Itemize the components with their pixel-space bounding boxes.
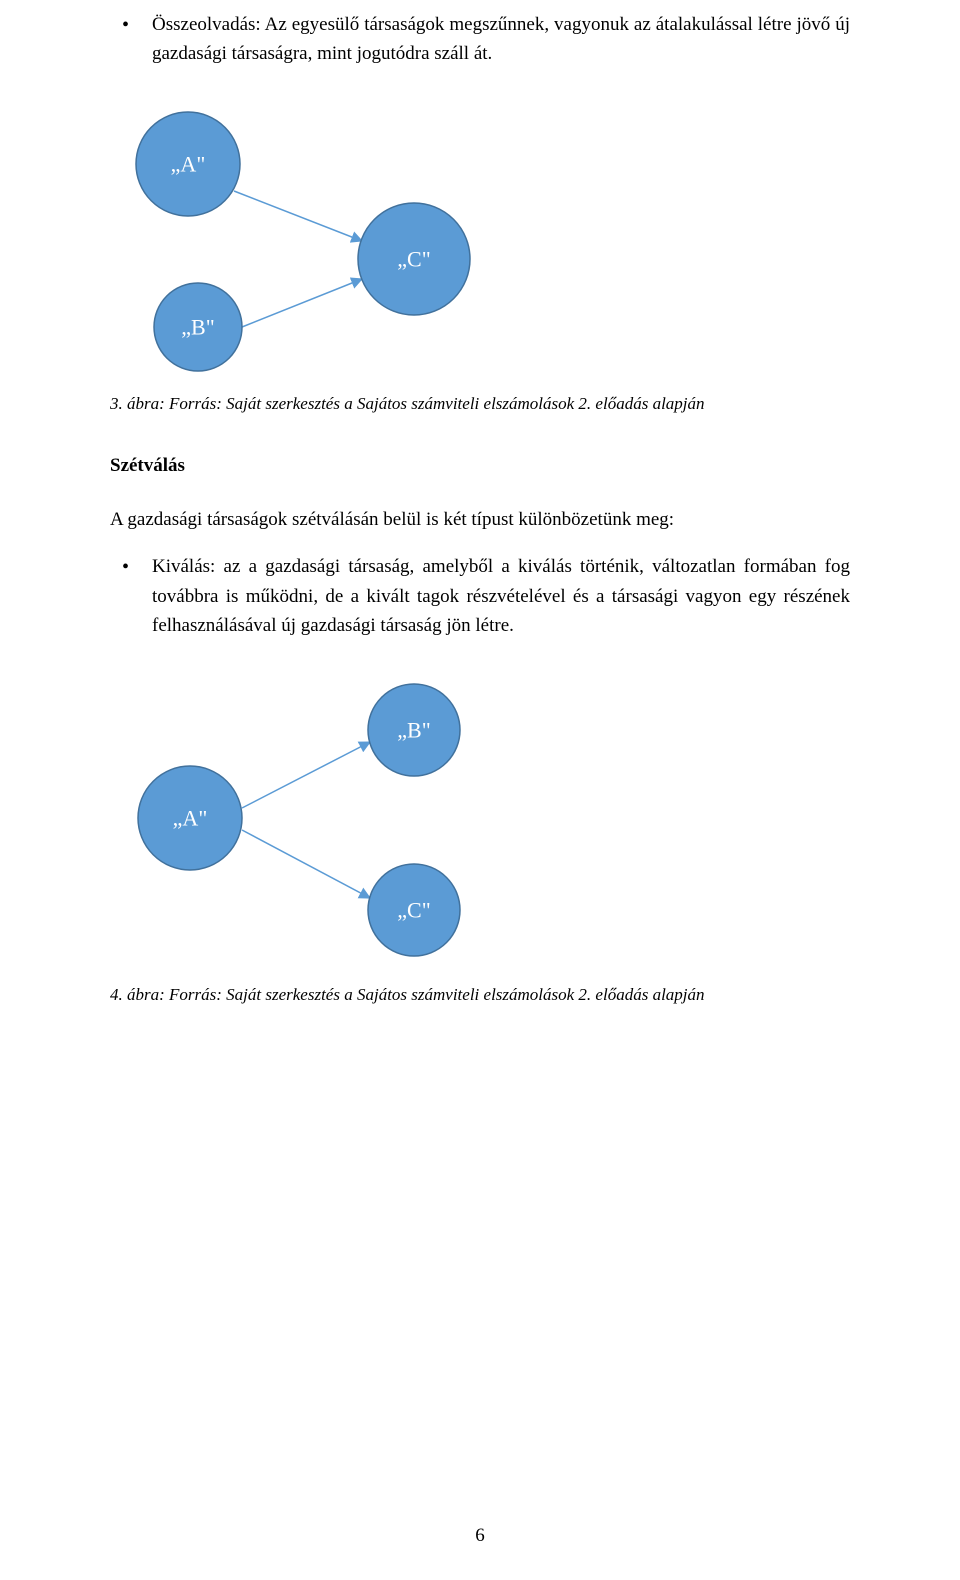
edge-A-C xyxy=(242,830,370,898)
node-label-B: „B" xyxy=(181,314,214,339)
node-B: „B" xyxy=(154,283,242,371)
node-A: „A" xyxy=(136,112,240,216)
heading-szetvalas: Szétválás xyxy=(110,451,850,480)
caption-fig4: 4. ábra: Forrás: Saját szerkesztés a Saj… xyxy=(110,982,850,1008)
node-C: „C" xyxy=(368,864,460,956)
node-C: „C" xyxy=(358,203,470,315)
node-label-C: „C" xyxy=(397,246,430,271)
document-page: Összeolvadás: Az egyesülő társaságok meg… xyxy=(0,10,960,1580)
node-label-A: „A" xyxy=(173,806,208,831)
diagram-merge: „A" „B" „C" xyxy=(110,99,850,379)
node-label-A: „A" xyxy=(171,151,206,176)
diagram2-svg: „A" „B" „C" xyxy=(110,670,850,970)
node-A: „A" xyxy=(138,766,242,870)
node-label-C: „C" xyxy=(397,898,430,923)
bullet-kivalas-text: Kiválás: az a gazdasági társaság, amelyb… xyxy=(152,556,850,636)
edge-A-B xyxy=(242,742,370,808)
edge-B-C xyxy=(242,279,362,327)
caption-fig3: 3. ábra: Forrás: Saját szerkesztés a Saj… xyxy=(110,391,850,417)
bullet-kivalas: Kiválás: az a gazdasági társaság, amelyb… xyxy=(110,552,850,640)
diagram-split: „A" „B" „C" xyxy=(110,670,850,970)
paragraph-szetvalas-intro: A gazdasági társaságok szétválásán belül… xyxy=(110,505,850,534)
node-B: „B" xyxy=(368,684,460,776)
node-label-B: „B" xyxy=(397,718,430,743)
bullet-osszeolvadas: Összeolvadás: Az egyesülő társaságok meg… xyxy=(110,10,850,69)
edge-A-C xyxy=(234,191,362,241)
diagram1-svg: „A" „B" „C" xyxy=(110,99,850,379)
bullet-osszeolvadas-text: Összeolvadás: Az egyesülő társaságok meg… xyxy=(152,14,850,64)
page-number: 6 xyxy=(0,1521,960,1550)
